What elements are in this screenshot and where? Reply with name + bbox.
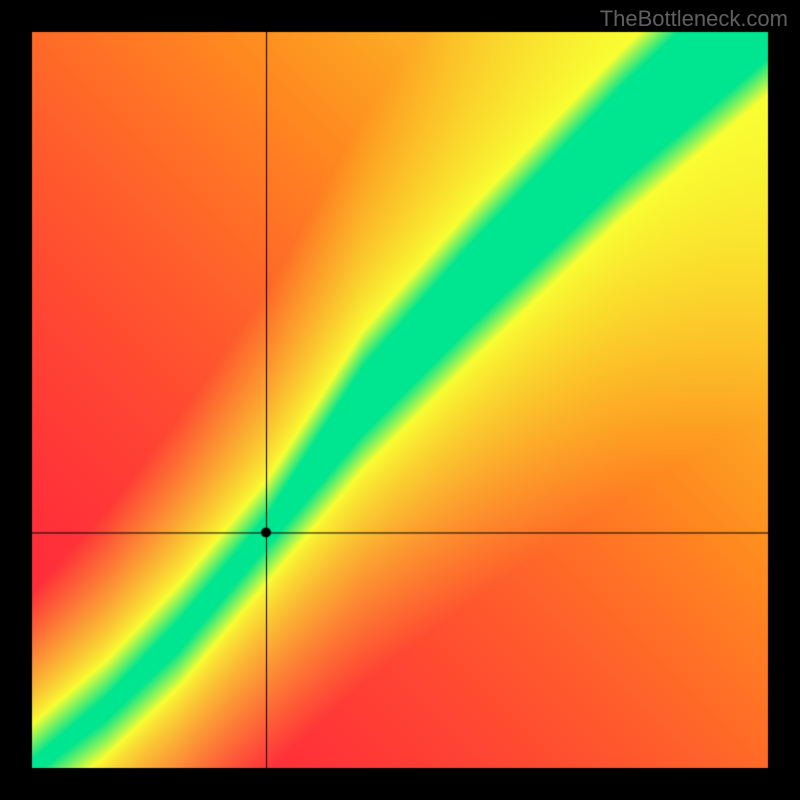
bottleneck-heatmap: [0, 0, 800, 800]
watermark: TheBottleneck.com: [600, 6, 788, 32]
